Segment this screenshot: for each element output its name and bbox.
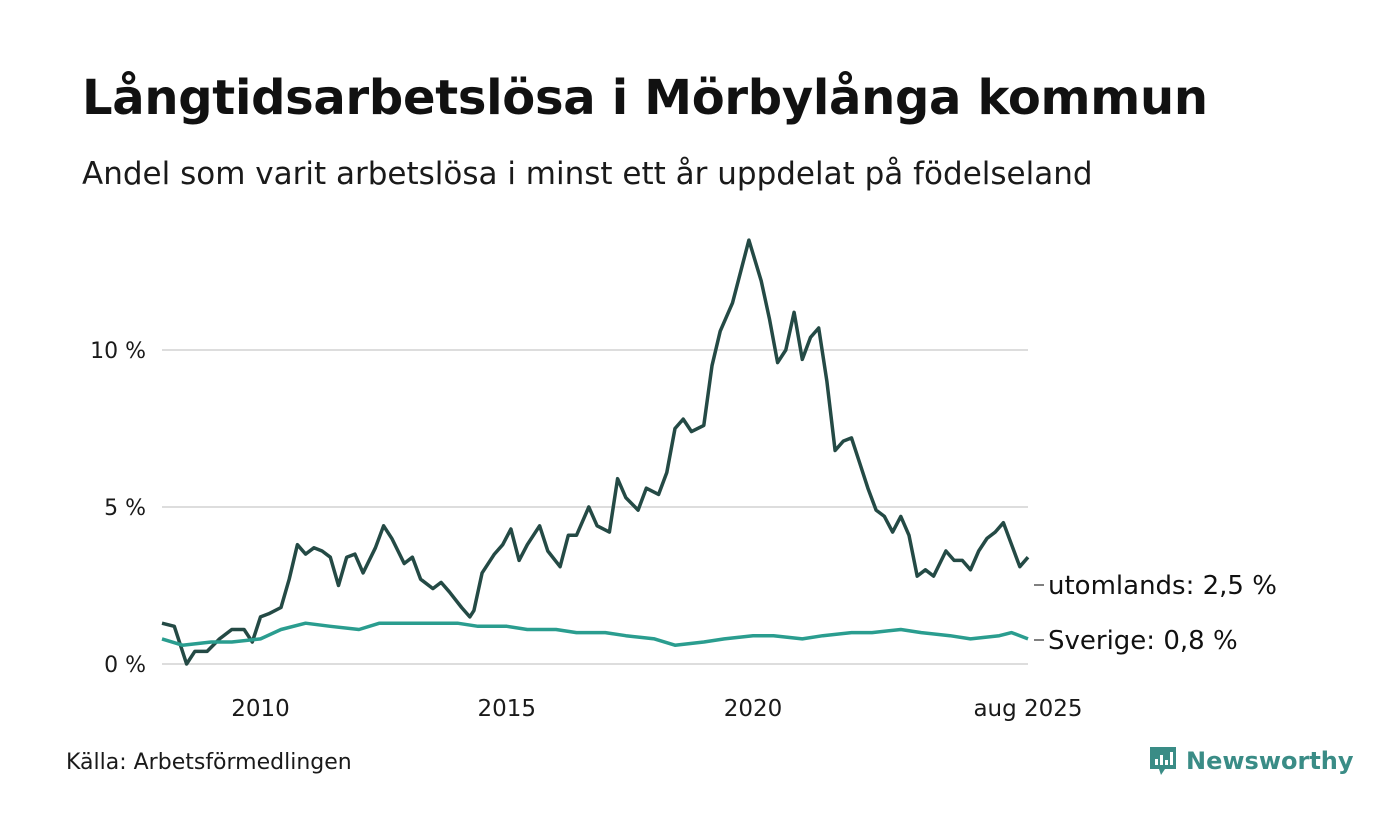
- y-axis-ticks: 0 % 5 % 10 %: [90, 339, 146, 678]
- end-label-sverige: Sverige: 0,8 %: [1048, 626, 1238, 656]
- x-tick-label: aug 2025: [973, 696, 1082, 722]
- newsworthy-logo-icon: [1150, 747, 1176, 775]
- y-tick-label: 0 %: [104, 653, 146, 678]
- y-tick-label: 10 %: [90, 339, 146, 364]
- end-labels: utomlands: 2,5 % Sverige: 0,8 %: [1034, 571, 1277, 656]
- y-tick-label: 5 %: [104, 496, 146, 521]
- chart-subtitle: Andel som varit arbetslösa i minst ett å…: [82, 156, 1093, 192]
- brand-name: Newsworthy: [1186, 747, 1354, 775]
- x-tick-label: 2015: [477, 696, 536, 722]
- series-line-sverige: [161, 621, 1029, 647]
- x-tick-label: 2020: [724, 696, 783, 722]
- brand-logo: Newsworthy: [1148, 744, 1354, 778]
- source-note: Källa: Arbetsförmedlingen: [66, 750, 352, 775]
- series-lines: [161, 238, 1030, 666]
- chart-title: Långtidsarbetslösa i Mörbylånga kommun: [82, 70, 1208, 126]
- end-label-utomlands: utomlands: 2,5 %: [1048, 571, 1277, 601]
- x-axis-ticks: 2010 2015 2020 aug 2025: [231, 696, 1082, 722]
- x-tick-label: 2010: [231, 696, 290, 722]
- series-line-utomlands: [161, 238, 1030, 666]
- gridlines: [162, 349, 1028, 665]
